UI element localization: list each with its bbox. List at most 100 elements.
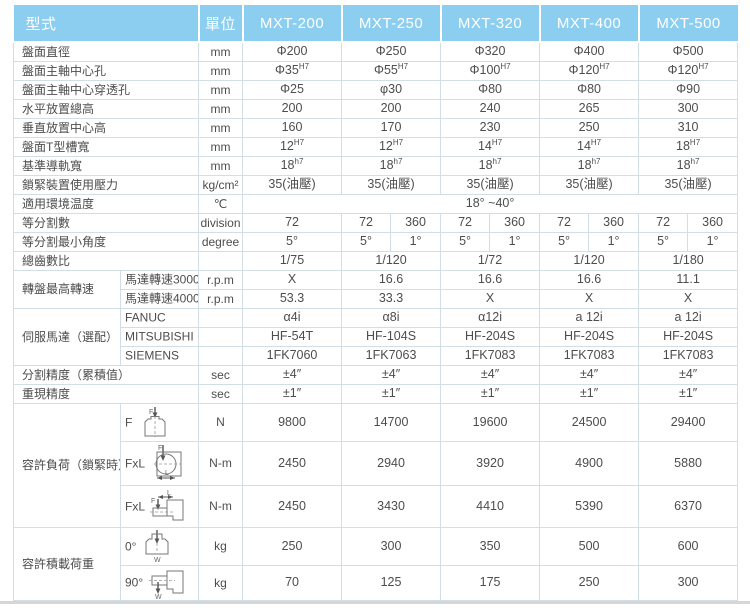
spec-cell: φ30 xyxy=(341,80,442,100)
table-row: 基準導軌寬 mm 18h7 18h7 18h7 18h7 18h7 xyxy=(12,156,739,176)
spec-cell: HF-204S xyxy=(539,327,640,347)
table-row: 伺服馬達（選配） FANUC α4i α8i α12i a 12i a 12i xyxy=(13,308,739,366)
spec-cell: 1FK7083 xyxy=(638,346,739,366)
spec-cell: 160 xyxy=(242,118,343,138)
row-group-label: 伺服馬達（選配） xyxy=(13,308,121,366)
unit-cell xyxy=(198,327,244,347)
spec-cell: 72 xyxy=(242,213,343,233)
spec-cell: 250 xyxy=(539,565,640,601)
spec-cell: 1/120 xyxy=(341,251,442,271)
spec-cell: 350 xyxy=(440,527,541,566)
row-sublabel: 0° W xyxy=(119,527,200,566)
spec-cell: ±1″ xyxy=(539,384,640,404)
spec-cell: ±4″ xyxy=(242,365,343,385)
spec-cell: 72 xyxy=(638,213,689,233)
spec-cell: X xyxy=(440,289,541,309)
unit-cell: mm xyxy=(198,156,244,176)
spec-cell: 170 xyxy=(341,118,442,138)
svg-text:W: W xyxy=(154,557,161,564)
spec-cell: 1/120 xyxy=(539,251,640,271)
spec-cell: 1FK7060 xyxy=(242,346,343,366)
table-row: FxL L F N-m 2450 3430 4410 5390 6370 xyxy=(14,485,739,528)
table-row: 等分割數 division 72 72 360 72 360 72 360 72 360 xyxy=(12,213,739,233)
spec-cell: 300 xyxy=(638,99,739,119)
table-row: 重現精度 sec ±1″ ±1″ ±1″ ±1″ ±1″ xyxy=(12,384,739,404)
spec-cell: 200 xyxy=(341,99,442,119)
row-label: 垂直放置中心高 xyxy=(12,118,200,138)
spec-cell: 1FK7063 xyxy=(341,346,442,366)
spec-cell: 14H7 xyxy=(440,137,541,157)
unit-cell: kg xyxy=(198,527,244,566)
unit-cell: mm xyxy=(198,41,244,62)
spec-cell: a 12i xyxy=(539,308,640,328)
spec-cell: 4900 xyxy=(539,441,640,486)
row-label: 盤面主軸中心孔 xyxy=(12,61,200,81)
spec-cell: 16.6 xyxy=(539,270,640,290)
spec-cell: 35(油壓) xyxy=(440,175,541,195)
table-row: 適用環境温度 ℃ 18° ~40° xyxy=(12,194,739,214)
unit-cell: kg/cm² xyxy=(198,175,244,195)
spec-cell: 230 xyxy=(440,118,541,138)
row-group-label: 轉盤最高轉速 xyxy=(13,270,121,309)
spec-cell: 360 xyxy=(588,213,640,233)
spec-cell: Φ320 xyxy=(440,41,541,62)
table-row: 盤面直徑 mm Φ200 Φ250 Φ320 Φ400 Φ500 xyxy=(12,41,739,62)
row-label: 基準導軌寬 xyxy=(12,156,200,176)
spec-cell: 1/180 xyxy=(638,251,739,271)
unit-cell: mm xyxy=(198,99,244,119)
spec-cell: 2450 xyxy=(242,441,343,486)
spec-cell: 6370 xyxy=(638,485,739,528)
row-label: 等分割數 xyxy=(12,213,200,233)
spec-cell: 14700 xyxy=(341,403,442,442)
load-f-icon: F xyxy=(136,406,172,440)
spec-cell: 72 xyxy=(440,213,491,233)
svg-text:F: F xyxy=(151,498,155,505)
unit-cell xyxy=(198,251,244,271)
spec-cell: 240 xyxy=(440,99,541,119)
row-label: 盤面主軸中心穿透孔 xyxy=(12,80,200,100)
spec-cell: 16.6 xyxy=(440,270,541,290)
spec-cell: Φ80 xyxy=(440,80,541,100)
spec-cell: Φ55H7 xyxy=(341,61,442,81)
spec-cell: ±1″ xyxy=(638,384,739,404)
spec-cell: 2940 xyxy=(341,441,442,486)
header-model-mxt500: MXT-500 xyxy=(637,5,738,43)
header-row: 型式 單位 MXT-200 MXT-250 MXT-320 MXT-400 MX… xyxy=(13,5,738,43)
header-type-label: 型式 xyxy=(13,5,200,43)
spec-cell: 35(油壓) xyxy=(638,175,739,195)
table-row: 盤面T型槽寬 mm 12H7 12H7 14H7 14H7 18H7 xyxy=(12,137,739,157)
row-sublabel: SIEMENS xyxy=(119,346,200,366)
spec-cell: 14H7 xyxy=(539,137,640,157)
spec-cell: 18h7 xyxy=(341,156,442,176)
spec-cell: Φ35H7 xyxy=(242,61,343,81)
row-label: 盤面直徑 xyxy=(12,41,200,62)
spec-cell: 300 xyxy=(638,565,739,601)
spec-cell: 35(油壓) xyxy=(242,175,343,195)
svg-text:W: W xyxy=(155,594,162,600)
spec-cell: 200 xyxy=(242,99,343,119)
bottom-divider xyxy=(0,601,750,604)
spec-cell: 5° xyxy=(440,232,491,252)
merged-value-cell: 18° ~40° xyxy=(242,194,739,214)
spec-cell: HF-204S xyxy=(638,327,739,347)
spec-cell: ±4″ xyxy=(539,365,640,385)
spec-sheet: 型式 單位 MXT-200 MXT-250 MXT-320 MXT-400 MX… xyxy=(12,5,739,601)
unit-cell: ℃ xyxy=(198,194,244,214)
spec-table: 型式 單位 MXT-200 MXT-250 MXT-320 MXT-400 MX… xyxy=(12,5,739,601)
spec-cell: 2450 xyxy=(242,485,343,528)
spec-cell: ±4″ xyxy=(341,365,442,385)
spec-cell: Φ100H7 xyxy=(440,61,541,81)
row-sublabel: 90° W xyxy=(119,565,200,601)
spec-cell: Φ400 xyxy=(539,41,640,62)
unit-cell: r.p.m xyxy=(198,270,244,290)
spec-cell: 5° xyxy=(242,232,343,252)
row-label: 總齒數比 xyxy=(12,251,200,271)
table-row: 盤面主軸中心孔 mm Φ35H7 Φ55H7 Φ100H7 Φ120H7 Φ120H7 xyxy=(12,61,739,81)
spec-cell: 300 xyxy=(341,527,442,566)
spec-cell: Φ80 xyxy=(539,80,640,100)
row-label: 鎖緊裝置使用壓力 xyxy=(12,175,200,195)
